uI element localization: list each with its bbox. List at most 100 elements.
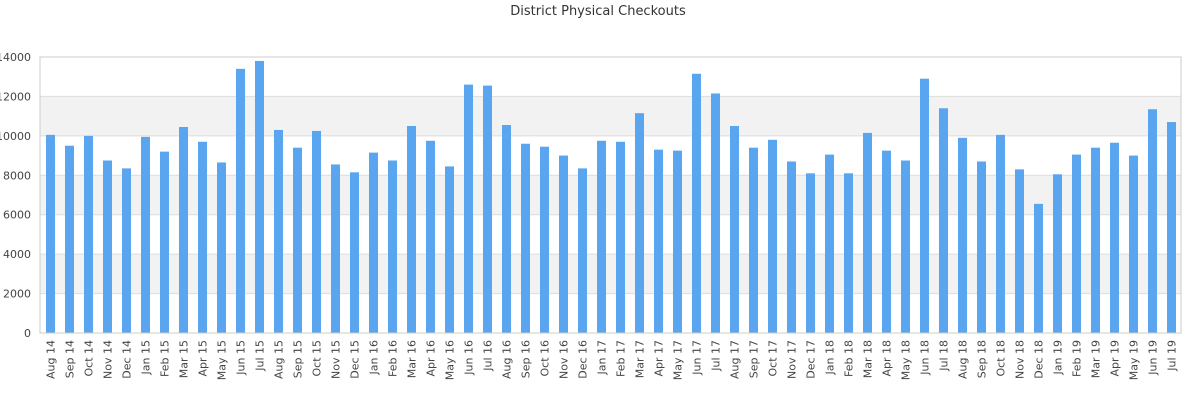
bar <box>274 129 283 333</box>
bar <box>179 126 188 333</box>
x-tick-label: Sep 17 <box>748 340 761 378</box>
x-tick-label: Apr 15 <box>197 340 210 377</box>
y-tick-label: 0 <box>24 327 31 340</box>
bar <box>749 147 758 333</box>
bar <box>540 146 549 333</box>
bar <box>692 73 701 333</box>
bar <box>901 160 910 333</box>
bar <box>521 143 530 333</box>
bar <box>464 84 473 333</box>
x-tick-label: Jun 15 <box>235 340 248 376</box>
bar <box>46 134 55 333</box>
bar <box>312 130 321 333</box>
x-tick-label: Feb 19 <box>1071 340 1084 377</box>
bar <box>578 168 587 333</box>
x-tick-label: Nov 16 <box>558 340 571 379</box>
bar <box>1110 142 1119 333</box>
bar <box>863 132 872 333</box>
bar <box>996 134 1005 333</box>
x-tick-label: Jul 19 <box>1166 340 1179 372</box>
y-tick-label: 4000 <box>3 248 31 261</box>
x-tick-label: May 16 <box>444 340 457 380</box>
bar <box>160 151 169 333</box>
x-tick-label: Oct 14 <box>83 340 96 377</box>
x-tick-label: Apr 17 <box>653 340 666 377</box>
x-tick-label: Mar 17 <box>634 340 647 378</box>
x-tick-label: Aug 15 <box>273 340 286 379</box>
x-tick-label: Mar 16 <box>406 340 419 378</box>
bar <box>141 136 150 333</box>
bar <box>236 68 245 333</box>
x-tick-label: Feb 18 <box>843 340 856 377</box>
x-tick-label: Dec 17 <box>805 340 818 379</box>
x-tick-label: Sep 14 <box>64 340 77 378</box>
bars <box>46 60 1176 333</box>
bar <box>977 161 986 333</box>
x-tick-label: Apr 18 <box>881 340 894 377</box>
x-tick-label: Jan 17 <box>596 340 609 375</box>
bar <box>1167 122 1176 333</box>
bar <box>426 140 435 333</box>
x-tick-label: Feb 16 <box>387 340 400 377</box>
bar <box>559 155 568 333</box>
bar <box>939 108 948 333</box>
x-tick-label: Jul 15 <box>254 340 267 372</box>
bar <box>350 172 359 333</box>
x-tick-label: Oct 18 <box>995 340 1008 377</box>
bar <box>673 150 682 333</box>
chart-title: District Physical Checkouts <box>510 4 686 19</box>
plot-band <box>40 96 1181 136</box>
bar <box>958 137 967 333</box>
x-tick-label: Jul 17 <box>710 340 723 372</box>
axes <box>39 56 1182 334</box>
bar <box>730 126 739 333</box>
x-tick-label: Feb 15 <box>159 340 172 377</box>
x-tick-label: May 19 <box>1128 340 1141 380</box>
x-tick-label: Sep 18 <box>976 340 989 378</box>
bar <box>369 152 378 333</box>
x-tick-label: Jun 18 <box>919 340 932 376</box>
y-tick-label: 12000 <box>0 90 31 103</box>
x-tick-label: Apr 19 <box>1109 340 1122 377</box>
bar <box>483 85 492 333</box>
gridlines <box>40 56 1181 334</box>
x-tick-label: Jan 15 <box>140 340 153 375</box>
x-tick-label: Dec 16 <box>577 340 590 379</box>
bar <box>255 60 264 333</box>
bar <box>597 140 606 333</box>
bar <box>1129 155 1138 333</box>
y-tick-label: 14000 <box>0 51 31 64</box>
x-tick-label: Aug 17 <box>729 340 742 379</box>
y-tick-label: 6000 <box>3 209 31 222</box>
plot-band <box>40 254 1181 294</box>
x-tick-label: Oct 16 <box>539 340 552 377</box>
x-tick-label: Jan 16 <box>368 340 381 375</box>
x-tick-label: Nov 18 <box>1014 340 1027 379</box>
x-tick-label: Nov 17 <box>786 340 799 379</box>
x-tick-label: Jul 16 <box>482 340 495 372</box>
bar <box>122 168 131 333</box>
bar <box>768 139 777 333</box>
bar <box>1091 147 1100 333</box>
y-tick-label: 10000 <box>0 130 31 143</box>
x-tick-label: Jan 18 <box>824 340 837 375</box>
x-tick-label: Oct 17 <box>767 340 780 377</box>
x-tick-label: May 18 <box>900 340 913 380</box>
x-tick-label: Mar 19 <box>1090 340 1103 378</box>
bar <box>331 164 340 333</box>
bar <box>1015 169 1024 333</box>
bar <box>198 141 207 333</box>
bar <box>103 160 112 333</box>
plot-frame <box>39 56 1182 334</box>
x-tick-label: Dec 15 <box>349 340 362 379</box>
x-tick-label: Jul 18 <box>938 340 951 372</box>
x-tick-label: Aug 16 <box>501 340 514 379</box>
bar <box>293 147 302 333</box>
bar <box>445 166 454 333</box>
bar <box>84 135 93 333</box>
plot-bands <box>40 96 1181 294</box>
x-tick-label: Dec 18 <box>1033 340 1046 379</box>
bar <box>65 145 74 333</box>
plot-band <box>40 175 1181 215</box>
